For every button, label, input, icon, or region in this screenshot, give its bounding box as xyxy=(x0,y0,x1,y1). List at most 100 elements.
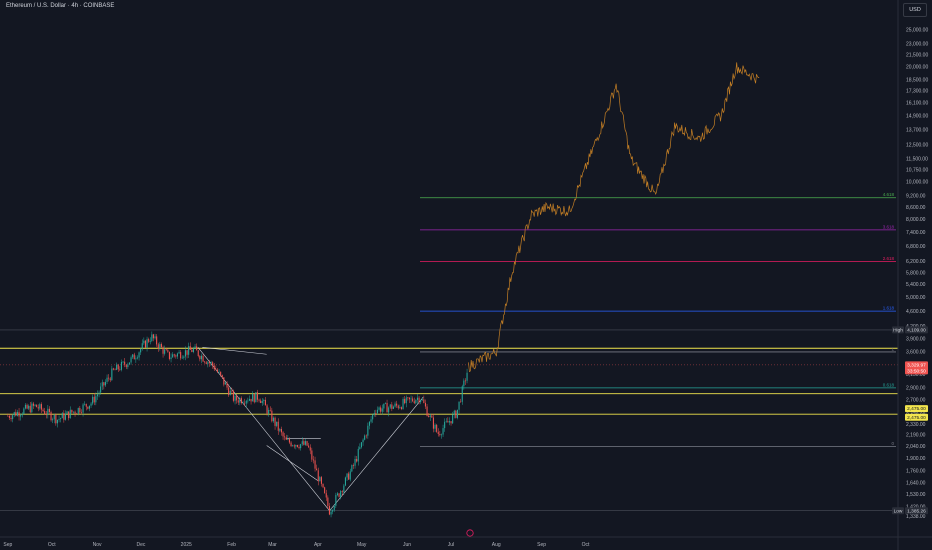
candle-body xyxy=(165,349,167,351)
candle-body xyxy=(434,424,436,429)
candle-body xyxy=(119,369,121,370)
candle-body xyxy=(293,445,295,447)
price-tick-label: 2,190.00 xyxy=(906,432,926,438)
candle-body xyxy=(68,411,70,419)
candle-body xyxy=(303,441,305,445)
candle-body xyxy=(311,450,313,460)
candle-body xyxy=(402,399,404,409)
candle-body xyxy=(370,419,372,422)
candle-body xyxy=(359,447,361,449)
candle-body xyxy=(191,349,193,353)
candle-body xyxy=(352,465,354,466)
candle-body xyxy=(48,408,50,412)
candle-body xyxy=(296,444,298,447)
candle-body xyxy=(84,403,86,405)
candle-body xyxy=(330,511,332,515)
price-tick-label: 3,150.00 xyxy=(906,372,926,378)
price-tick-label: 13,700.00 xyxy=(906,127,928,133)
candle-body xyxy=(466,372,468,381)
currency-button[interactable]: USD xyxy=(903,3,927,17)
candle-body xyxy=(10,417,12,420)
candle-body xyxy=(351,465,353,472)
candle-body xyxy=(453,410,455,415)
time-tick-label: Apr xyxy=(314,542,322,548)
candle-body xyxy=(236,395,238,401)
candle-body xyxy=(336,493,338,496)
candle-body xyxy=(338,493,340,497)
candle-body xyxy=(188,346,190,355)
candle-body xyxy=(207,362,209,364)
current-price-value: 3,329.97 xyxy=(907,362,926,368)
candle-body xyxy=(386,403,388,413)
candle-body xyxy=(458,401,460,410)
candle-body xyxy=(312,459,314,461)
candle-body xyxy=(420,400,422,403)
candle-body xyxy=(218,371,220,373)
candle-body xyxy=(216,369,218,372)
candle-body xyxy=(77,407,79,414)
candle-body xyxy=(292,445,294,447)
candle-body xyxy=(258,399,260,401)
candle-body xyxy=(364,435,366,440)
price-tick-label: 9,200.00 xyxy=(906,194,926,200)
candle-body xyxy=(444,421,446,429)
candle-body xyxy=(15,412,17,416)
candle-body xyxy=(344,477,346,486)
candle-body xyxy=(378,407,380,410)
candle-body xyxy=(424,402,426,407)
candle-body xyxy=(413,401,415,404)
current-price-tag xyxy=(905,361,928,375)
candle-body xyxy=(319,477,321,482)
fib-level-label: 1.618 xyxy=(883,306,895,311)
candle-body xyxy=(26,404,28,409)
candle-body xyxy=(463,380,465,387)
low-label-chip xyxy=(892,507,904,515)
candle-body xyxy=(452,414,454,424)
candle-body xyxy=(400,407,402,409)
candle-body xyxy=(288,439,290,443)
candle-body xyxy=(92,396,94,404)
candle-body xyxy=(360,442,362,448)
candle-body xyxy=(101,382,103,387)
candle-body xyxy=(333,505,335,511)
candle-body xyxy=(450,421,452,424)
candle-body xyxy=(125,364,127,368)
time-tick-label: Sep xyxy=(3,542,12,548)
price-tick-label: 2,040.00 xyxy=(906,444,926,450)
candle-body xyxy=(234,395,236,401)
candle-body xyxy=(252,393,254,402)
price-tick-label: 2,700.00 xyxy=(906,397,926,403)
candle-body xyxy=(392,406,394,409)
price-tick-label: 1,338.00 xyxy=(906,514,926,520)
low-price-tag xyxy=(905,507,928,515)
symbol-title[interactable]: Ethereum / U.S. Dollar · 4h · COINBASE xyxy=(6,3,115,9)
time-tick-label: 2025 xyxy=(181,542,192,548)
candle-body xyxy=(157,344,159,349)
candle-body xyxy=(384,403,386,404)
candle-body xyxy=(416,397,418,400)
price-tick-label: 17,300.00 xyxy=(906,89,928,95)
time-tick-label: Jun xyxy=(403,542,411,548)
candle-body xyxy=(322,483,324,488)
candle-body xyxy=(276,421,278,426)
candle-body xyxy=(189,346,191,350)
candle-body xyxy=(215,369,217,370)
candle-body xyxy=(287,439,289,440)
candle-body xyxy=(300,444,302,449)
candle-body xyxy=(180,352,182,359)
candle-body xyxy=(228,387,230,396)
candle-body xyxy=(18,411,20,417)
candle-body xyxy=(183,356,185,358)
candle-body xyxy=(194,346,196,349)
low-price-value: 1,385.26 xyxy=(907,508,926,514)
price-tick-label: 6,800.00 xyxy=(906,244,926,250)
candle-body xyxy=(146,339,148,348)
candle-body xyxy=(442,428,444,435)
candle-body xyxy=(37,407,39,409)
candle-body xyxy=(74,411,76,414)
candle-body xyxy=(256,392,258,400)
candle-body xyxy=(295,444,297,447)
candle-body xyxy=(159,344,161,349)
event-marker-icon[interactable] xyxy=(466,529,474,537)
